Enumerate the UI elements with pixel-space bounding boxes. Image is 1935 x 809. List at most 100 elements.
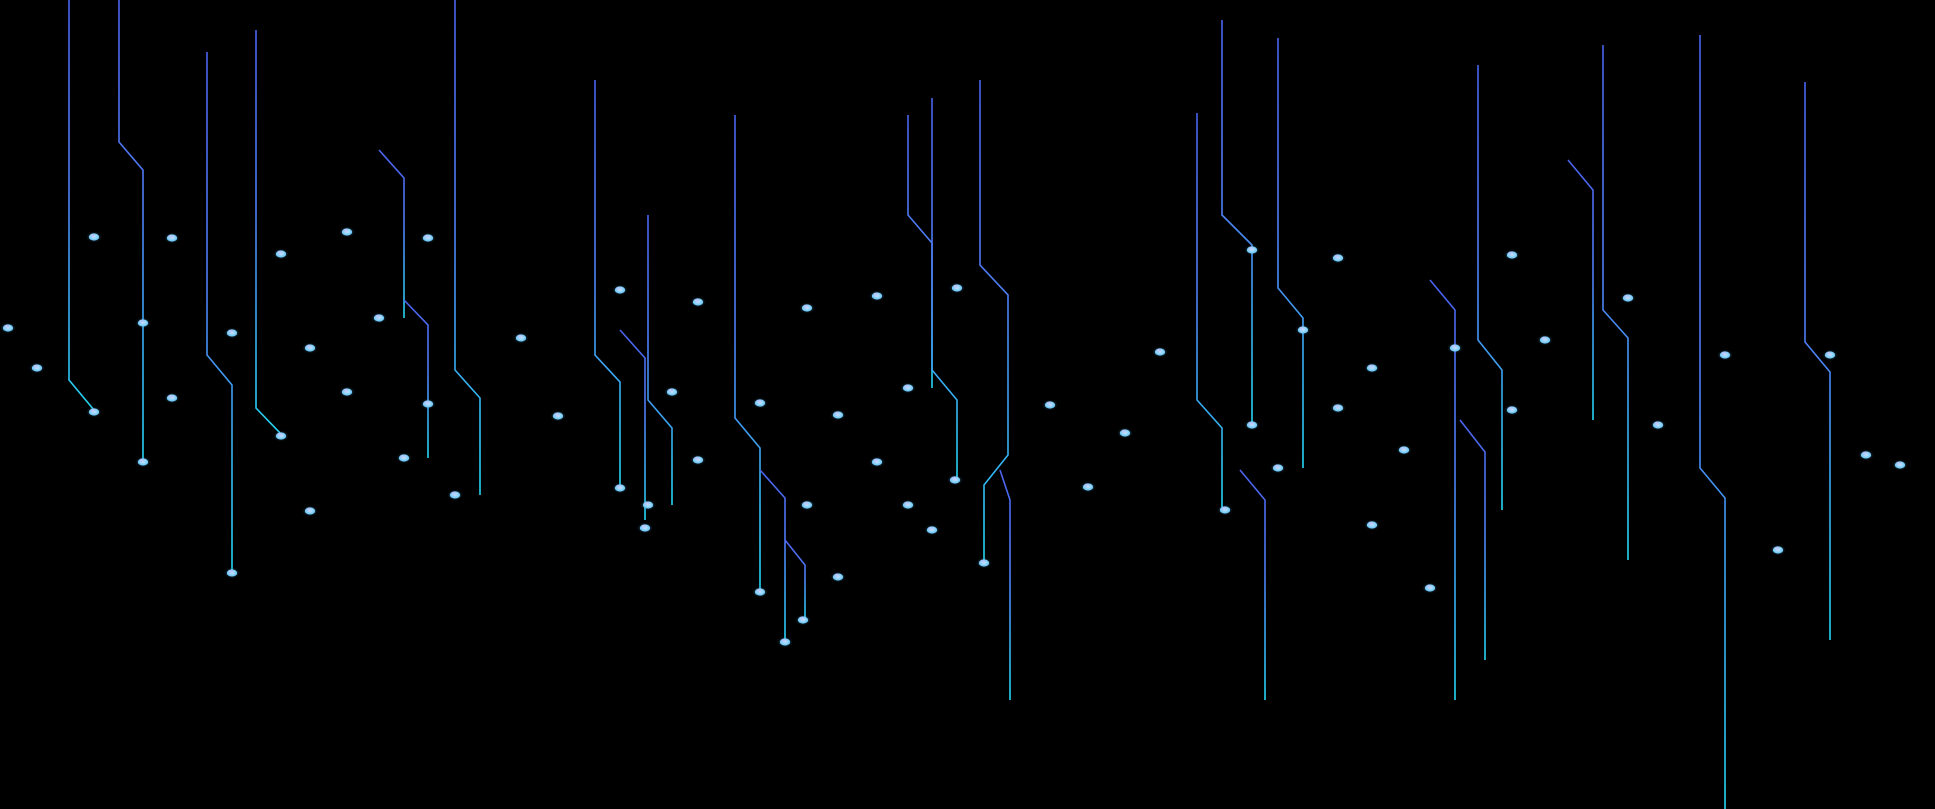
node-core-highlight <box>1045 401 1054 407</box>
circuit-trace <box>999 469 1011 700</box>
circuit-trace <box>403 299 429 458</box>
node-core-highlight <box>138 458 147 464</box>
node-core-highlight <box>89 408 98 414</box>
node-core-highlight <box>423 400 432 406</box>
node-core-highlight <box>342 388 351 394</box>
node-core-highlight <box>693 456 702 462</box>
node-core-highlight <box>167 394 176 400</box>
circuit-trace <box>1221 20 1253 425</box>
node-core-highlight <box>1155 348 1164 354</box>
node-core-highlight <box>952 284 961 290</box>
node-core-highlight <box>903 384 912 390</box>
circuit-trace <box>1429 279 1456 700</box>
circuit-trace <box>118 0 144 462</box>
circuit-trace <box>594 80 621 488</box>
circuit-trace <box>1699 35 1726 809</box>
node-core-highlight <box>615 484 624 490</box>
node-core-highlight <box>227 569 236 575</box>
node-core-highlight <box>1720 351 1729 357</box>
node-core-highlight <box>553 412 562 418</box>
node-core-highlight <box>1895 461 1904 467</box>
node-core-highlight <box>305 507 314 513</box>
circuit-trace <box>647 215 673 505</box>
node-core-highlight <box>1083 483 1092 489</box>
node-core-highlight <box>872 292 881 298</box>
node-core-highlight <box>1773 546 1782 552</box>
node-core-highlight <box>755 588 764 594</box>
node-core-highlight <box>227 329 236 335</box>
node-core-highlight <box>1507 251 1516 257</box>
node-core-highlight <box>1367 521 1376 527</box>
node-core-highlight <box>950 476 959 482</box>
node-core-highlight <box>1247 421 1256 427</box>
node-core-highlight <box>1220 506 1229 512</box>
circuit-trace <box>979 80 1009 563</box>
node-core-highlight <box>643 501 652 507</box>
node-core-highlight <box>516 334 525 340</box>
node-core-highlight <box>1861 451 1870 457</box>
node-core-highlight <box>1450 344 1459 350</box>
node-core-highlight <box>615 286 624 292</box>
circuit-trace <box>454 0 481 495</box>
node-core-highlight <box>89 233 98 239</box>
circuit-trace <box>619 329 646 520</box>
node-core-highlight <box>374 314 383 320</box>
node-core-highlight <box>1367 364 1376 370</box>
node-core-highlight <box>802 501 811 507</box>
circuit-trace <box>206 52 233 573</box>
node-core-highlight <box>802 304 811 310</box>
node-core-highlight <box>399 454 408 460</box>
circuit-trace <box>1477 65 1503 510</box>
circuit-trace <box>1602 45 1629 560</box>
node-core-highlight <box>276 432 285 438</box>
node-core-highlight <box>138 319 147 325</box>
circuit-trace <box>1239 469 1266 700</box>
node-core-highlight <box>872 458 881 464</box>
node-core-highlight <box>32 364 41 370</box>
circuit-trace <box>1277 38 1304 468</box>
node-core-highlight <box>1273 464 1282 470</box>
node-core-highlight <box>167 234 176 240</box>
node-core-highlight <box>780 638 789 644</box>
circuit-trace <box>931 98 958 480</box>
node-core-highlight <box>833 573 842 579</box>
node-layer <box>0 226 1908 648</box>
circuit-trace <box>1459 419 1486 660</box>
node-core-highlight <box>640 524 649 530</box>
node-core-highlight <box>755 399 764 405</box>
node-core-highlight <box>833 411 842 417</box>
node-core-highlight <box>1825 351 1834 357</box>
circuit-trace <box>734 115 761 592</box>
node-core-highlight <box>667 388 676 394</box>
node-core-highlight <box>903 501 912 507</box>
node-core-highlight <box>305 344 314 350</box>
node-core-highlight <box>1623 294 1632 300</box>
circuit-trace <box>1196 113 1223 510</box>
node-core-highlight <box>450 491 459 497</box>
node-core-highlight <box>798 616 807 622</box>
circuit-trace <box>759 469 786 642</box>
node-core-highlight <box>1653 421 1662 427</box>
node-core-highlight <box>979 559 988 565</box>
node-core-highlight <box>276 250 285 256</box>
circuit-trace <box>1567 159 1594 420</box>
node-core-highlight <box>927 526 936 532</box>
node-core-highlight <box>342 228 351 234</box>
node-core-highlight <box>1333 254 1342 260</box>
node-core-highlight <box>1247 246 1256 252</box>
circuit-trace <box>1804 82 1831 640</box>
node-core-highlight <box>1399 446 1408 452</box>
circuit-trace <box>784 539 806 620</box>
node-core-highlight <box>1425 584 1434 590</box>
node-core-highlight <box>1507 406 1516 412</box>
node-core-highlight <box>1298 326 1307 332</box>
node-core-highlight <box>3 324 12 330</box>
node-core-highlight <box>1120 429 1129 435</box>
node-core-highlight <box>1540 336 1549 342</box>
node-core-highlight <box>423 234 432 240</box>
node-core-highlight <box>1333 404 1342 410</box>
node-core-highlight <box>693 298 702 304</box>
